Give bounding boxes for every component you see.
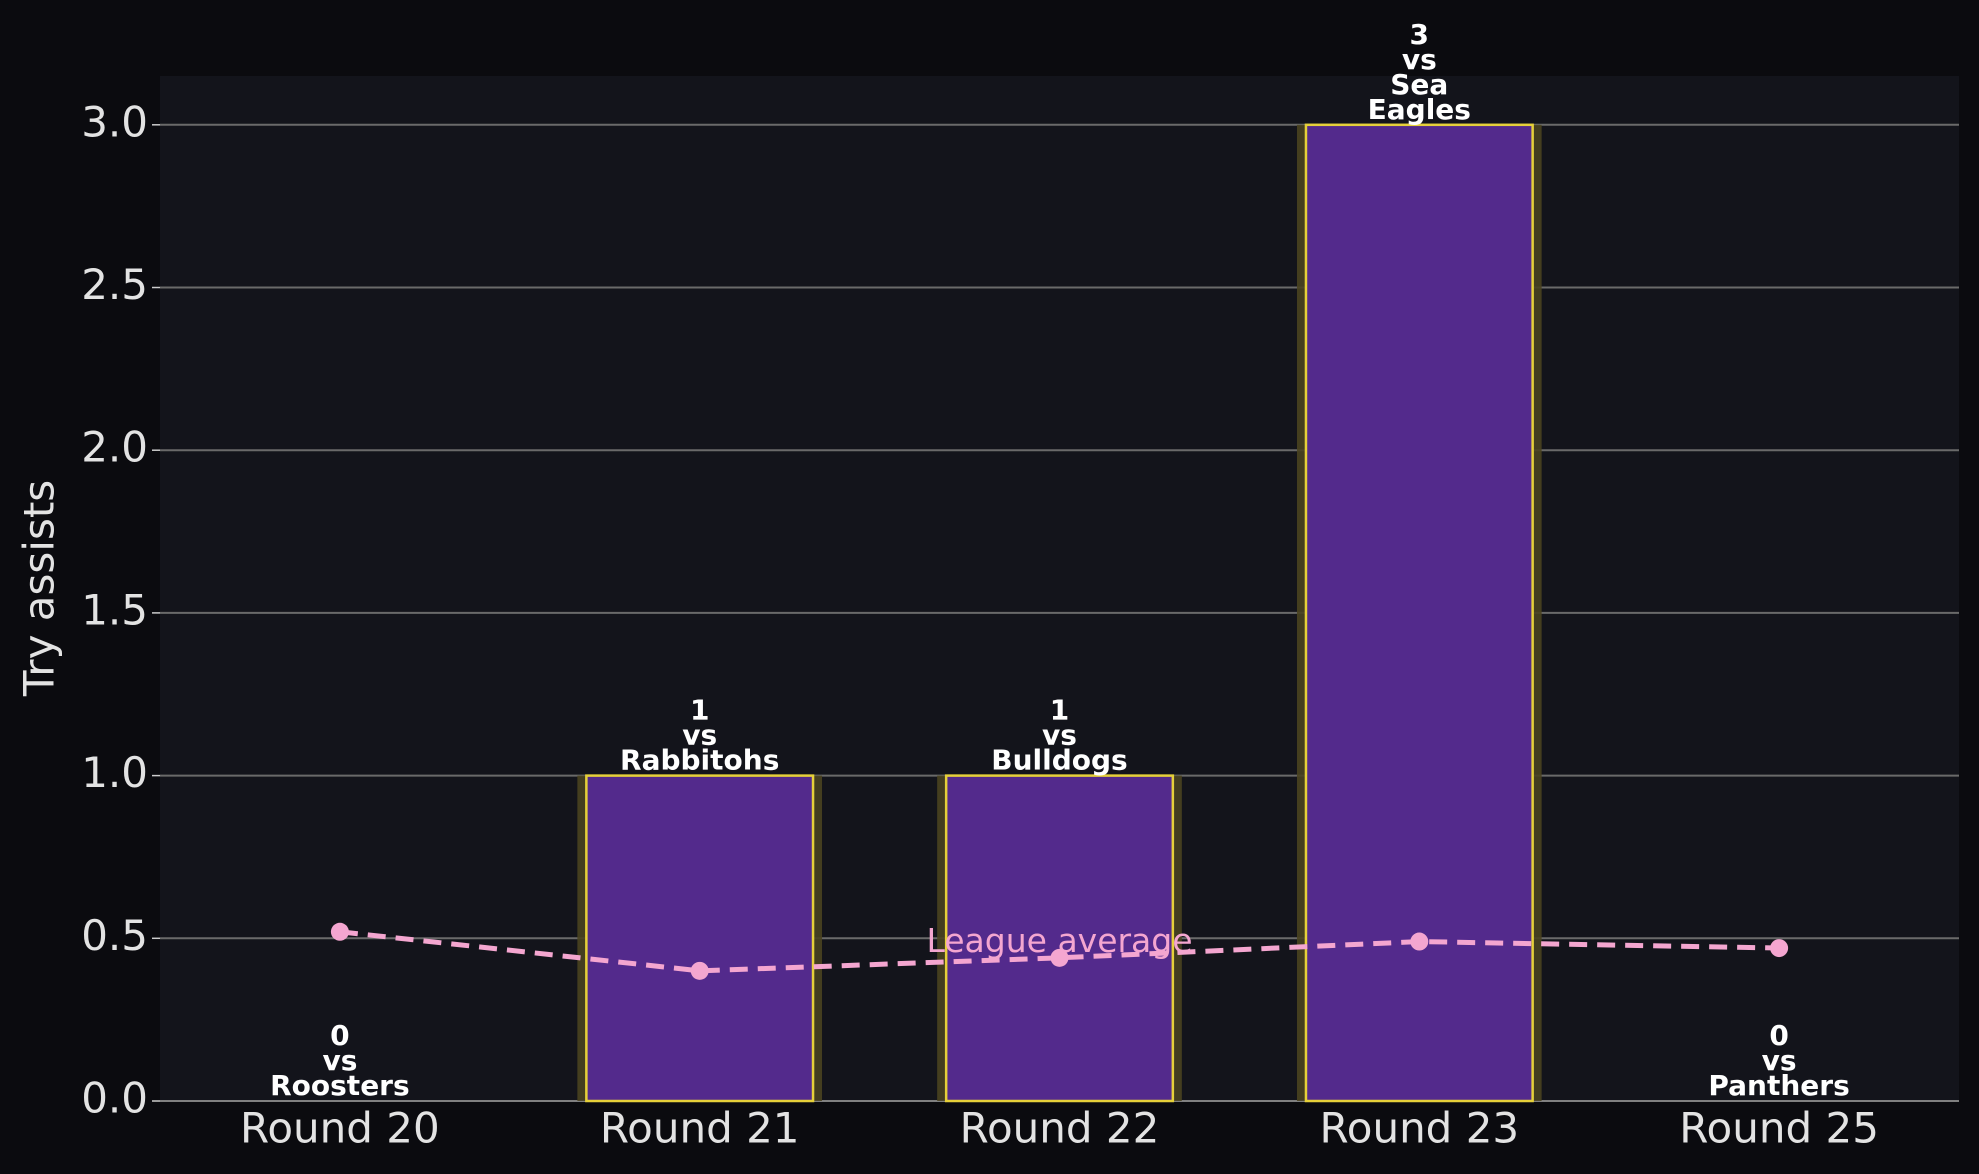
y-tick-label: 2.0: [81, 423, 148, 472]
x-tick-label: Round 20: [240, 1104, 440, 1153]
average-point: [1410, 932, 1429, 951]
data-label-prefix: vs: [1402, 43, 1437, 76]
y-tick-label: 1.0: [81, 748, 148, 797]
data-label-opponent: Sea Eagles: [1368, 68, 1471, 126]
average-label: League average: [926, 921, 1192, 960]
average-point: [690, 961, 709, 980]
x-tick-label: Round 22: [960, 1104, 1160, 1153]
y-tick-label: 1.5: [81, 585, 148, 634]
bar: [1304, 123, 1534, 1103]
data-label-prefix: vs: [322, 1044, 357, 1077]
data-label-prefix: vs: [1762, 1044, 1797, 1077]
average-point: [1050, 948, 1069, 967]
data-label-value: 0: [330, 1019, 349, 1052]
bar: [585, 774, 815, 1103]
data-label-opponent: Bulldogs: [991, 744, 1127, 777]
y-tick-label: 2.5: [81, 260, 148, 309]
data-label-opponent: Rabbitohs: [620, 744, 779, 777]
x-tick-label: Round 23: [1319, 1104, 1519, 1153]
y-tick-label: 0.0: [81, 1074, 148, 1123]
average-point: [1770, 939, 1789, 958]
x-tick-label: Round 21: [600, 1104, 800, 1153]
data-label-opponent: Panthers: [1708, 1069, 1849, 1102]
data-label-prefix: vs: [682, 719, 717, 752]
average-point: [330, 922, 349, 941]
y-tick-label: 3.0: [81, 97, 148, 146]
data-label-value: 0: [1769, 1019, 1788, 1052]
x-tick-label: Round 25: [1679, 1104, 1879, 1153]
data-label-value: 1: [1050, 694, 1069, 727]
data-label-opponent: Roosters: [270, 1069, 410, 1102]
data-label-value: 1: [690, 694, 709, 727]
y-axis-label: Try assists: [15, 480, 64, 697]
average-line: [339, 929, 1780, 974]
bar: [944, 774, 1175, 1103]
y-tick-label: 0.5: [81, 911, 148, 960]
data-label-prefix: vs: [1042, 719, 1077, 752]
data-label-value: 3: [1410, 18, 1429, 51]
